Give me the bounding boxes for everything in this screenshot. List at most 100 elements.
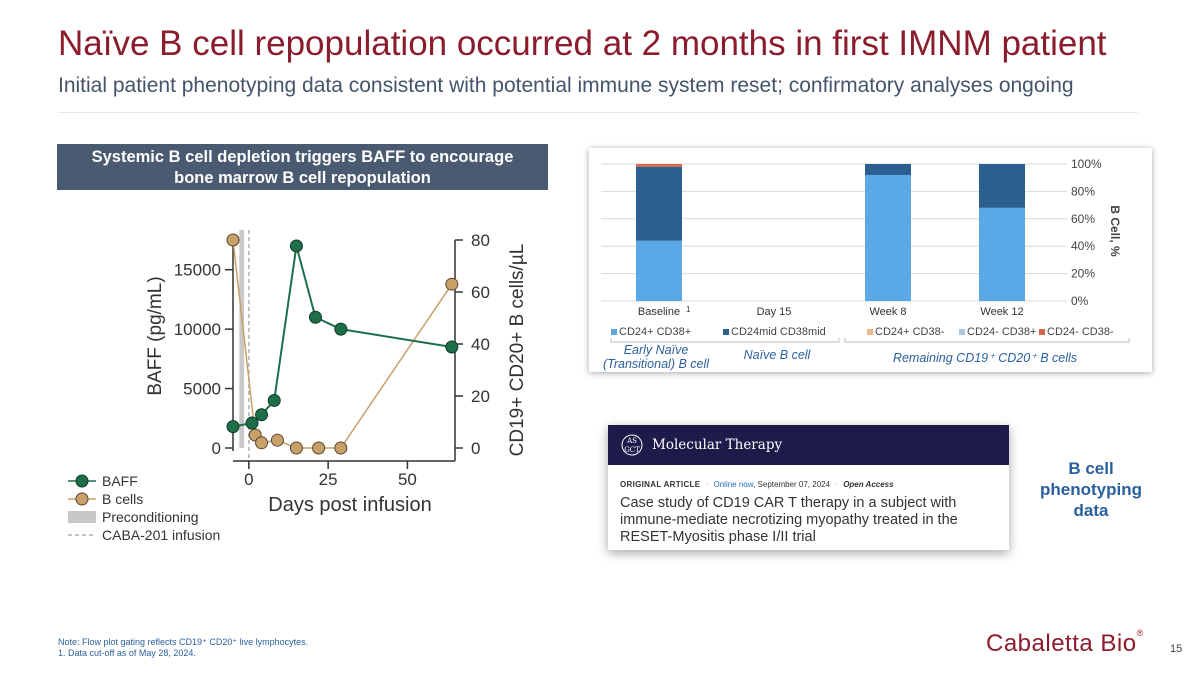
bar-legend-item: CD24mid CD38mid [723, 326, 826, 338]
bar-chart-ticks: 0% 20% 40% 60% 80% 100% Baseline 1 Day 15 Week 8 W… [638, 157, 1102, 318]
x-tick-label: 0 [244, 470, 253, 489]
baff-bcell-line-chart: 0 5000 10000 15000 0 20 40 60 80 0 25 50 Days post … [145, 230, 528, 516]
company-name: Cabaletta Bio [986, 630, 1137, 657]
bar-category-label: Week 8 [869, 306, 906, 318]
section-banner: Systemic B cell depletion triggers BAFF … [57, 144, 548, 190]
x-axis-label: Days post infusion [268, 494, 431, 516]
bcells-point [289, 441, 303, 455]
legend-infusion-label: CABA-201 infusion [102, 527, 221, 543]
bar-legend-label: CD24- CD38+ [967, 326, 1037, 338]
meta-separator-2: · [835, 480, 838, 489]
baff-point [445, 340, 459, 354]
legend-infusion: CABA-201 infusion [68, 526, 220, 544]
group-label-remaining: Remaining CD19⁺ CD20⁺ B cells [875, 351, 1095, 365]
baff-series-line [232, 245, 452, 428]
title-divider [58, 112, 1138, 113]
bar-y-tick-label: 0% [1071, 294, 1089, 308]
footnote-1: 1. Data cut-off as of May 28, 2024. [58, 648, 196, 658]
legend-bcells-label: B cells [102, 491, 144, 507]
bar-legend-label: CD24+ CD38+ [619, 326, 692, 338]
left-tick-label: 5000 [183, 380, 221, 399]
callout-line-1: B cell [1068, 459, 1114, 478]
baff-point [267, 393, 281, 407]
bar-legend-swatch-icon [1039, 329, 1045, 335]
svg-text:AS: AS [626, 437, 637, 445]
svg-text:GCT: GCT [624, 446, 640, 454]
bcells-point [255, 436, 269, 450]
bar-legend-label: CD24- CD38- [1047, 326, 1114, 338]
bar-legend-label: CD24+ CD38- [875, 326, 945, 338]
bcells-point [312, 441, 326, 455]
legend-baff-marker-icon [68, 472, 96, 490]
journal-name: Molecular Therapy [652, 437, 783, 453]
bar-y-tick-label: 100% [1071, 157, 1102, 171]
banner-line-1: Systemic B cell depletion triggers BAFF … [91, 148, 514, 166]
company-logo: Cabaletta Bio® [986, 628, 1144, 658]
page-number: 15 [1170, 643, 1183, 655]
group-label-naive-line-1: Naïve B cell [743, 348, 811, 362]
bar-y-tick-label: 60% [1071, 212, 1095, 226]
line-chart-axes: 0 5000 10000 15000 0 20 40 60 80 0 25 50 [174, 231, 490, 489]
bar-segment [636, 164, 682, 167]
legend-preconditioning: Preconditioning [68, 508, 220, 526]
y-axis-label-left: BAFF (pg/mL) [145, 276, 166, 395]
legend-bcells-marker-icon [68, 490, 96, 508]
callout-line-3: data [1073, 501, 1109, 520]
bar-legend-label: CD24mid CD38mid [731, 326, 826, 338]
legend-preconditioning-label: Preconditioning [102, 509, 199, 525]
bar-chart-y-label: B Cell, % [1108, 205, 1122, 257]
group-label-early-naive-line-2: (Transitional) B cell [602, 357, 710, 371]
online-now-link[interactable]: Online now [713, 480, 754, 489]
bar-legend-swatch-icon [959, 329, 965, 335]
open-access-badge: Open Access [843, 480, 894, 489]
right-tick-label: 60 [471, 283, 490, 302]
group-bracket-left [610, 338, 840, 343]
bcells-point [270, 433, 284, 447]
bar-legend-item: CD24- CD38+ [959, 326, 1036, 338]
group-label-early-naive-line-1: Early Naïve [623, 343, 689, 357]
registered-mark: ® [1136, 628, 1144, 638]
bar-category-label: Baseline [638, 306, 680, 318]
line-chart-series [226, 233, 459, 455]
group-label-early-naive: Early Naïve (Transitional) B cell [591, 343, 721, 371]
bar-legend-swatch-icon [867, 329, 873, 335]
article-title[interactable]: Case study of CD19 CAR T therapy in a su… [620, 495, 958, 545]
bcells-point [334, 441, 348, 455]
slide-title: Naïve B cell repopulation occurred at 2 … [58, 24, 1107, 63]
bar-legend-swatch-icon [723, 329, 729, 335]
x-tick-label: 25 [319, 470, 338, 489]
baff-point [289, 239, 303, 253]
left-tick-label: 10000 [174, 320, 221, 339]
bar-chart-bars [636, 164, 1025, 301]
bar-category-label: Day 15 [757, 306, 792, 318]
publication-card[interactable]: AS GCT Molecular Therapy ORIGINAL ARTICL… [608, 425, 1009, 550]
preconditioning-rect [239, 230, 245, 448]
left-tick-label: 15000 [174, 261, 221, 280]
bar-segment [865, 174, 911, 301]
baff-point [334, 322, 348, 336]
asgct-logo-icon: AS GCT [621, 434, 643, 456]
bar-y-tick-label: 80% [1071, 184, 1095, 198]
left-tick-label: 0 [212, 439, 221, 458]
bcell-phenotype-bar-chart: 0% 20% 40% 60% 80% 100% Baseline 1 Day 15 Week 8 W… [601, 157, 1130, 343]
article-type: ORIGINAL ARTICLE [620, 480, 701, 489]
meta-separator-1: · [705, 480, 709, 489]
legend-baff-label: BAFF [102, 473, 138, 489]
baff-point [245, 416, 259, 430]
article-date: , September 07, 2024 [753, 480, 831, 489]
slide-subtitle: Initial patient phenotyping data consist… [58, 74, 1074, 97]
right-tick-label: 0 [471, 439, 480, 458]
publication-header: AS GCT Molecular Therapy [608, 425, 1009, 465]
right-tick-label: 40 [471, 335, 490, 354]
bar-segment [636, 240, 682, 301]
y-axis-label-right: CD19+ CD20+ B cells/µL [507, 244, 528, 457]
preconditioning-band [239, 230, 245, 448]
legend-baff: BAFF [68, 472, 220, 490]
footnote-note: Note: Flow plot gating reflects CD19⁺ CD… [58, 637, 309, 647]
footnotes: Note: Flow plot gating reflects CD19⁺ CD… [58, 637, 308, 659]
baff-point [255, 408, 269, 422]
bar-segment [636, 166, 682, 241]
bar-category-label: Week 12 [980, 306, 1023, 318]
x-tick-label: 50 [398, 470, 417, 489]
bar-legend-item: CD24+ CD38- [867, 326, 944, 338]
